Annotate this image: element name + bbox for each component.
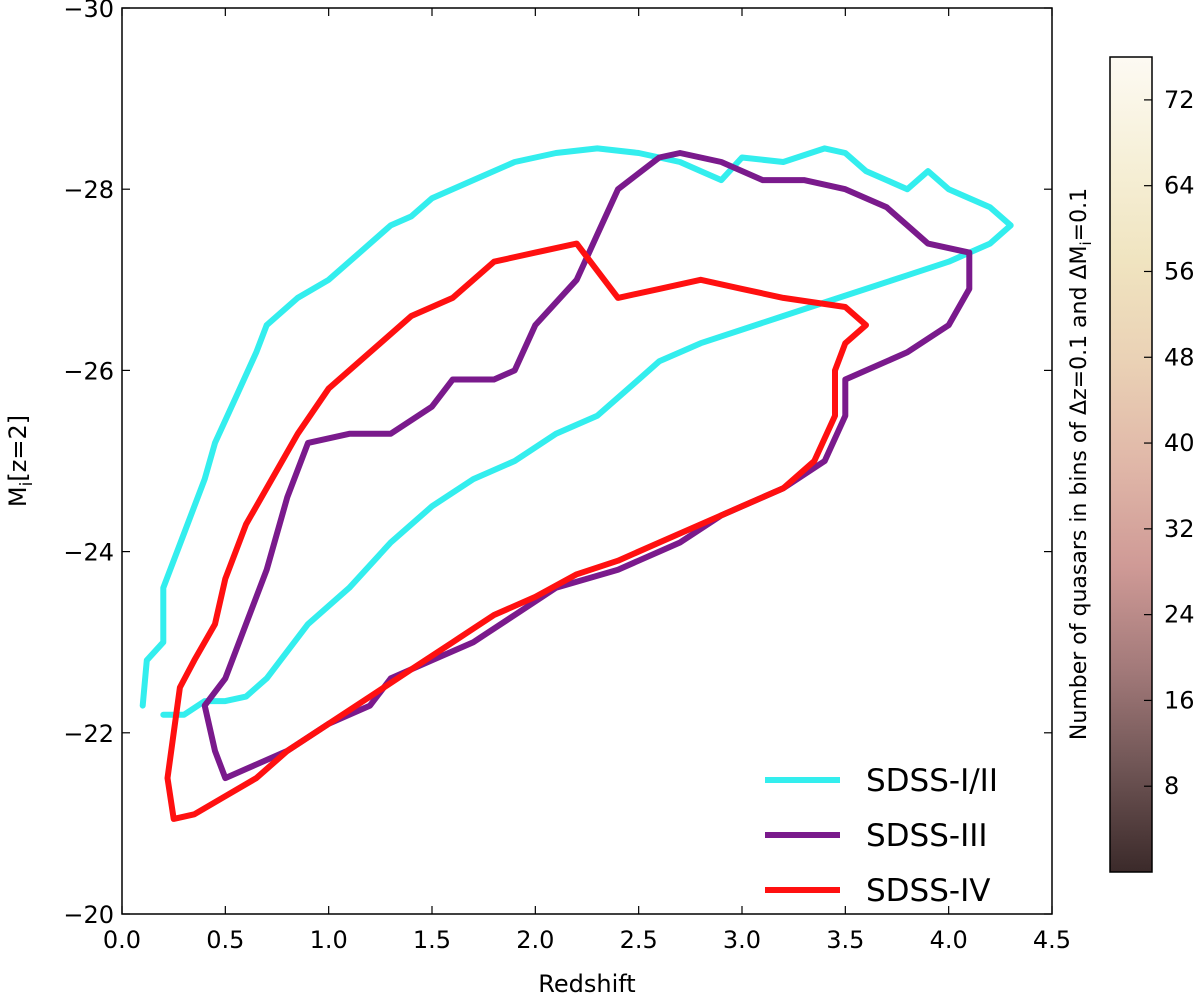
contour-layer: [139, 145, 1014, 822]
colorbar-tick-label: 32: [1164, 515, 1195, 543]
legend-label: SDSS-I/II: [866, 763, 998, 799]
x-tick-label: 2.0: [516, 926, 554, 954]
colorbar-tick-label: 16: [1164, 686, 1195, 714]
x-axis-title: Redshift: [538, 970, 635, 994]
y-tick-label: −26: [63, 357, 114, 385]
y-tick-label: −24: [63, 539, 114, 567]
contour-sdss-iv: [164, 240, 869, 822]
colorbar-tick-label: 56: [1164, 257, 1195, 285]
x-tick-label: 3.0: [723, 926, 761, 954]
colorbar: [1109, 56, 1153, 873]
legend-label: SDSS-III: [866, 818, 988, 854]
legend-label: SDSS-IV: [866, 873, 990, 909]
x-tick-label: 0.0: [103, 926, 141, 954]
colorbar-label: Number of quasars in bins of Δz=0.1 and …: [1067, 188, 1095, 740]
y-tick-label: −20: [63, 901, 114, 929]
x-tick-label: 3.5: [826, 926, 864, 954]
y-axis: −20 −22 −24 −26 −28 −30: [63, 0, 1052, 929]
y-tick-label: −30: [63, 0, 114, 23]
y-axis-title: Mi[z=2]: [4, 415, 37, 507]
plot-frame: [121, 7, 1053, 915]
colorbar-ticks: 8 16 24 32 40 48 56 64 72: [1144, 86, 1195, 800]
contour-sdss-i-ii: [139, 145, 1014, 718]
x-tick-label: 0.5: [206, 926, 244, 954]
colorbar-tick-label: 64: [1164, 172, 1195, 200]
y-tick-label: −22: [63, 720, 114, 748]
colorbar-tick-label: 40: [1164, 429, 1195, 457]
colorbar-tick-label: 8: [1164, 772, 1179, 800]
colorbar-tick-label: 48: [1164, 343, 1195, 371]
x-tick-label: 1.0: [310, 926, 348, 954]
x-tick-label: 1.5: [413, 926, 451, 954]
x-tick-label: 4.0: [930, 926, 968, 954]
colorbar-tick-label: 72: [1164, 86, 1195, 114]
x-tick-label: 2.5: [620, 926, 658, 954]
x-axis: 0.0 0.5 1.0 1.5 2.0 2.5 3.0 3.5 4.0 4.5: [103, 8, 1071, 954]
legend: SDSS-I/II SDSS-III SDSS-IV: [765, 763, 998, 909]
y-tick-label: −28: [63, 176, 114, 204]
colorbar-tick-label: 24: [1164, 601, 1195, 629]
x-tick-label: 4.5: [1033, 926, 1071, 954]
